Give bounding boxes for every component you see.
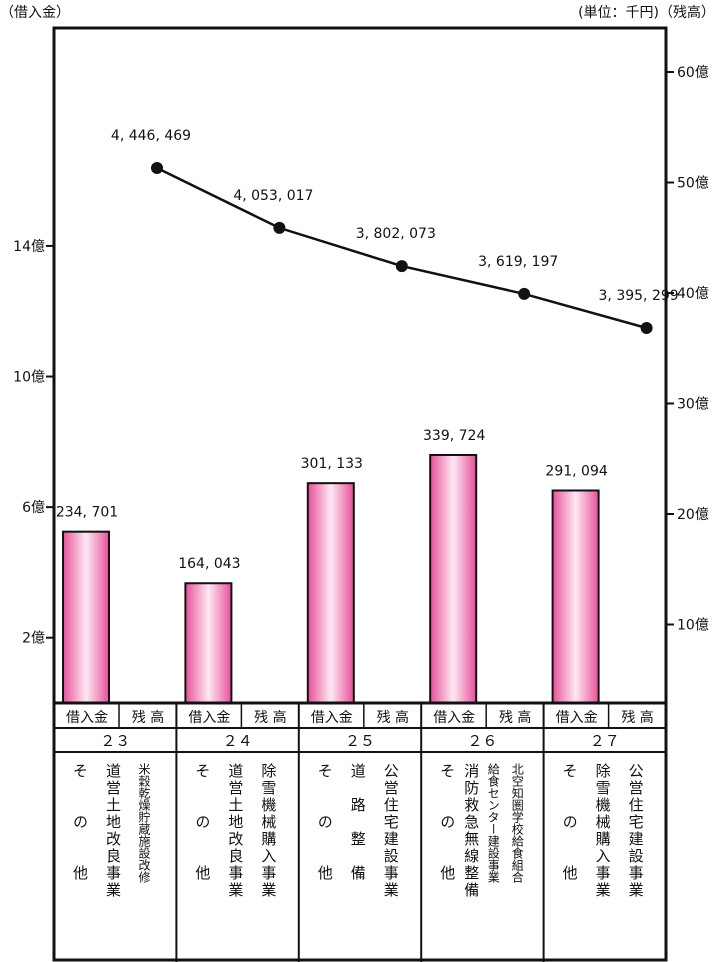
left-tick-label: 2億 bbox=[22, 631, 45, 647]
project-name: 公営住宅建設事業 bbox=[626, 763, 645, 899]
project-name: 除雪機械購入事業 bbox=[259, 763, 278, 899]
project-name: そ の 他 bbox=[438, 763, 457, 882]
project-name: 北空知圏学校給食組合 bbox=[510, 763, 525, 883]
project-name: 消防救急無線整備 bbox=[462, 763, 481, 899]
sub-label-borrow: 借入金 bbox=[433, 710, 475, 726]
sub-label-balance: 残 高 bbox=[377, 709, 409, 726]
project-name: そ の 他 bbox=[71, 763, 89, 882]
project-name: 道 路 整 備 bbox=[348, 763, 367, 882]
balance-point bbox=[640, 322, 653, 334]
project-name: そ の 他 bbox=[193, 763, 212, 882]
sub-label-balance: 残 高 bbox=[132, 709, 164, 726]
bar-value-label: 164, 043 bbox=[178, 556, 240, 572]
fiscal-year-label: ２５ bbox=[345, 732, 375, 750]
balance-line bbox=[156, 166, 647, 330]
sub-label-borrow: 借入金 bbox=[188, 710, 230, 726]
project-name: 公営住宅建設事業 bbox=[381, 763, 400, 899]
sub-label-balance: 残 高 bbox=[499, 709, 531, 726]
right-tick-label: 40億 bbox=[677, 286, 709, 302]
sub-label-borrow: 借入金 bbox=[311, 710, 353, 726]
balance-value-label: 4, 053, 017 bbox=[233, 188, 313, 204]
sub-label-borrow: 借入金 bbox=[66, 710, 108, 726]
left-tick-label: 14億 bbox=[13, 239, 45, 255]
balance-value-label: 3, 802, 073 bbox=[356, 226, 436, 242]
table-frame bbox=[52, 701, 668, 962]
balance-point bbox=[273, 221, 286, 234]
right-unit-label: (単位：千円)（残高） bbox=[578, 5, 715, 21]
project-name: 除雪機械購入事業 bbox=[593, 763, 612, 899]
fiscal-year-label: ２３ bbox=[100, 732, 130, 750]
right-tick-label: 10億 bbox=[677, 618, 709, 634]
bar-value-label: 339, 724 bbox=[423, 428, 485, 444]
project-name: 道営土地改良事業 bbox=[226, 763, 245, 899]
project-name: そ の 他 bbox=[560, 763, 579, 882]
project-name: 米穀乾燥貯蔵施設改修 bbox=[137, 763, 151, 883]
bar bbox=[551, 489, 600, 705]
balance-value-label: 3, 619, 197 bbox=[478, 254, 558, 270]
bar-value-label: 301, 133 bbox=[301, 456, 363, 472]
bar bbox=[62, 530, 110, 704]
balance-point bbox=[518, 287, 531, 300]
project-name: 給食センター建設事業 bbox=[486, 763, 501, 883]
left-tick-label: 10億 bbox=[13, 370, 45, 386]
bar-value-label: 291, 094 bbox=[545, 464, 607, 480]
sub-label-balance: 残 高 bbox=[254, 709, 286, 726]
right-tick-label: 20億 bbox=[677, 507, 709, 523]
bar bbox=[306, 482, 355, 704]
fiscal-year-label: ２７ bbox=[590, 732, 620, 750]
sub-label-borrow: 借入金 bbox=[556, 710, 598, 726]
project-name: 道営土地改良事業 bbox=[104, 763, 122, 899]
bar bbox=[429, 454, 478, 704]
fiscal-year-label: ２６ bbox=[467, 732, 497, 750]
left-tick-label: 6億 bbox=[22, 500, 45, 516]
right-tick-label: 50億 bbox=[677, 176, 709, 192]
bar-value-label: 234, 701 bbox=[56, 505, 118, 521]
bar bbox=[184, 582, 233, 705]
right-tick-label: 60億 bbox=[677, 65, 709, 81]
balance-value-label: 3, 395, 299 bbox=[599, 288, 679, 304]
right-tick-label: 30億 bbox=[677, 397, 709, 413]
left-unit-label: （借入金） bbox=[0, 5, 70, 21]
balance-value-label: 4, 446, 469 bbox=[111, 128, 191, 144]
project-name: そ の 他 bbox=[315, 763, 334, 882]
balance-point bbox=[395, 260, 408, 273]
balance-point bbox=[151, 162, 163, 174]
fiscal-year-label: ２４ bbox=[223, 732, 253, 750]
sub-label-balance: 残 高 bbox=[621, 709, 653, 726]
